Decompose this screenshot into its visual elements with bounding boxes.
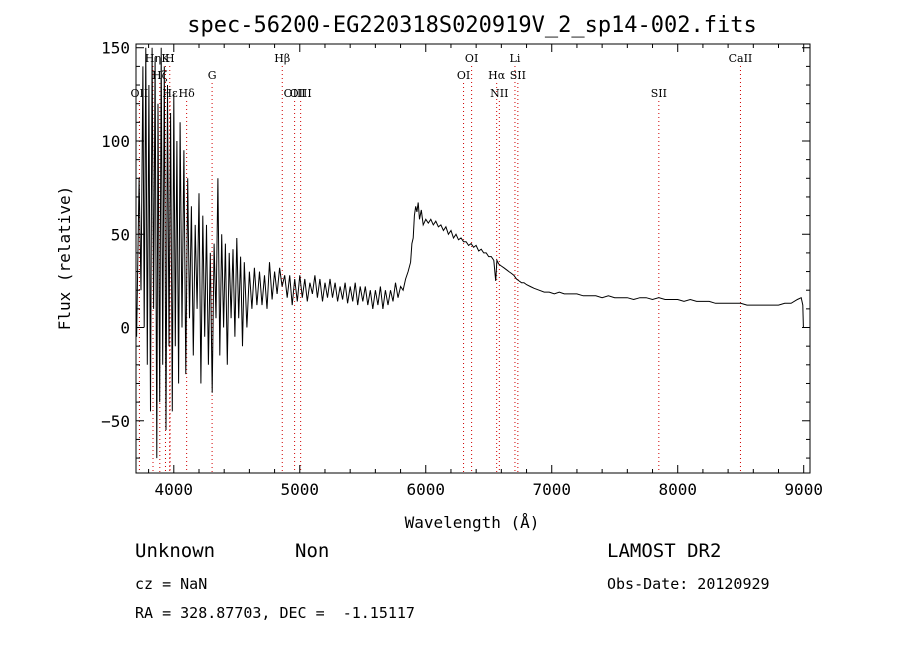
spectral-line-label: Li	[510, 52, 521, 65]
spectral-line-label: SII	[651, 87, 667, 100]
spectral-line-label: G	[208, 69, 217, 82]
y-axis: −50 0 50 100 150	[101, 39, 810, 459]
x-tick-label: 6000	[406, 480, 445, 499]
spectral-line-label: OI	[465, 52, 478, 65]
y-tick-label: 100	[101, 132, 130, 151]
spectral-line-label: Hζ	[152, 69, 168, 82]
x-tick-label: 7000	[532, 480, 571, 499]
spectral-line-label: Hδ	[179, 87, 196, 100]
redshift-cz: cz = NaN	[135, 575, 208, 593]
object-class: Unknown	[135, 540, 216, 562]
spectral-line-label: Hβ	[274, 52, 290, 65]
spectral-line-label: OIII	[284, 87, 306, 100]
y-tick-label: 0	[120, 319, 130, 338]
x-tick-label: 4000	[155, 480, 194, 499]
observation-date: Obs-Date: 20120929	[607, 575, 770, 593]
spectral-line-label: K	[161, 52, 170, 65]
x-axis-label: Wavelength (Å)	[405, 513, 540, 532]
plot-area	[136, 47, 804, 459]
x-tick-label: 5000	[281, 480, 320, 499]
spectral-line-label: OIII	[290, 87, 312, 100]
spectral-line-label: CaII	[729, 52, 753, 65]
spectral-line-label: OII	[131, 87, 149, 100]
spectral-line-label: OI	[457, 69, 470, 82]
plot-frame	[135, 43, 811, 474]
x-axis: 4000 5000 6000 7000 8000 9000	[148, 44, 823, 499]
spectral-line-label: H	[165, 52, 175, 65]
x-tick-label: 9000	[784, 480, 823, 499]
chart-title: spec-56200-EG220318S020919V_2_sp14-002.f…	[187, 13, 757, 38]
object-subclass: Non	[295, 540, 330, 562]
y-tick-label: −50	[101, 412, 130, 431]
ra-dec-coordinates: RA = 328.87703, DEC = -1.15117	[135, 604, 415, 622]
spectrum-line	[136, 47, 804, 459]
y-tick-label: 150	[101, 39, 130, 58]
spectral-line-label: Hη	[145, 52, 161, 65]
y-axis-label: Flux (relative)	[55, 186, 74, 331]
spectral-line-label: SII	[510, 69, 526, 82]
spectral-line-label: Hα	[488, 69, 506, 82]
spectral-line-label: NII	[490, 87, 508, 100]
y-tick-label: 50	[111, 225, 130, 244]
x-tick-label: 8000	[658, 480, 697, 499]
survey-name: LAMOST DR2	[607, 540, 722, 562]
